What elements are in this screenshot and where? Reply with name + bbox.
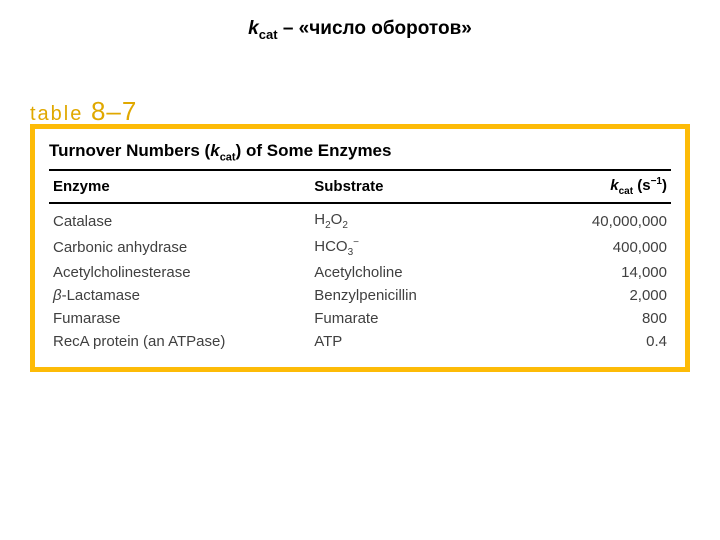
header-kcat-sub: cat	[619, 186, 633, 197]
cell-substrate: Acetylcholine	[310, 261, 515, 284]
table-row: Carbonic anhydrase HCO3− 400,000	[49, 234, 671, 261]
table-label-word: table	[30, 103, 91, 125]
cell-value: 800	[515, 307, 671, 330]
cell-value: 0.4	[515, 330, 671, 353]
header-kcat-unit-exp: −1	[651, 176, 662, 187]
cell-substrate: ATP	[310, 330, 515, 353]
header-enzyme: Enzyme	[49, 170, 310, 203]
substrate-sup: −	[353, 237, 359, 248]
table-container: Turnover Numbers (kcat) of Some Enzymes …	[30, 124, 690, 372]
cell-substrate: H2O2	[310, 203, 515, 234]
header-substrate: Substrate	[310, 170, 515, 203]
table-row: Catalase H2O2 40,000,000	[49, 203, 671, 234]
table-label-number: 8–7	[91, 96, 137, 126]
substrate-pre: H	[314, 211, 325, 228]
table-header-row: Enzyme Substrate kcat (s−1)	[49, 170, 671, 203]
cell-value: 14,000	[515, 261, 671, 284]
header-kcat-k: k	[610, 177, 618, 194]
table-body: Catalase H2O2 40,000,000 Carbonic anhydr…	[49, 203, 671, 353]
table-row: β-Lactamase Benzylpenicillin 2,000	[49, 284, 671, 307]
cell-value: 2,000	[515, 284, 671, 307]
cell-value: 40,000,000	[515, 203, 671, 234]
header-kcat-unit-open: (s	[633, 177, 651, 194]
substrate-sub2: 2	[342, 220, 348, 231]
cell-enzyme: β-Lactamase	[49, 284, 310, 307]
cell-enzyme: Carbonic anhydrase	[49, 234, 310, 261]
table-row: Acetylcholinesterase Acetylcholine 14,00…	[49, 261, 671, 284]
title-rest: – «число оборотов»	[278, 18, 472, 39]
substrate-mid: O	[331, 211, 343, 228]
cell-enzyme: Catalase	[49, 203, 310, 234]
title-k-sub: cat	[259, 27, 278, 42]
substrate-sub1: 3	[348, 247, 354, 258]
enzyme-rest: -Lactamase	[62, 287, 140, 304]
table-title-post: ) of Some Enzymes	[236, 141, 392, 160]
table-title-ksub: cat	[220, 151, 236, 163]
cell-substrate: Fumarate	[310, 307, 515, 330]
cell-substrate: Benzylpenicillin	[310, 284, 515, 307]
table-row: RecA protein (an ATPase) ATP 0.4	[49, 330, 671, 353]
cell-value: 400,000	[515, 234, 671, 261]
table-title-pre: Turnover Numbers (	[49, 141, 210, 160]
cell-enzyme: Fumarase	[49, 307, 310, 330]
cell-enzyme: Acetylcholinesterase	[49, 261, 310, 284]
cell-substrate: HCO3−	[310, 234, 515, 261]
table-title-k: k	[210, 141, 219, 160]
enzyme-table: Enzyme Substrate kcat (s−1) Catalase H 2O…	[49, 169, 671, 353]
header-kcat: kcat (s−1)	[515, 170, 671, 203]
table-row: Fumarase Fumarate 800	[49, 307, 671, 330]
header-kcat-unit-close: )	[662, 177, 667, 194]
enzyme-ital: β	[53, 287, 62, 304]
page-title: kcat – «число оборотов»	[0, 0, 720, 42]
table-title: Turnover Numbers (kcat) of Some Enzymes	[49, 139, 671, 169]
table-label: table 8–7	[30, 96, 137, 127]
cell-enzyme: RecA protein (an ATPase)	[49, 330, 310, 353]
title-k: k	[248, 18, 259, 39]
substrate-pre: HCO	[314, 238, 347, 255]
